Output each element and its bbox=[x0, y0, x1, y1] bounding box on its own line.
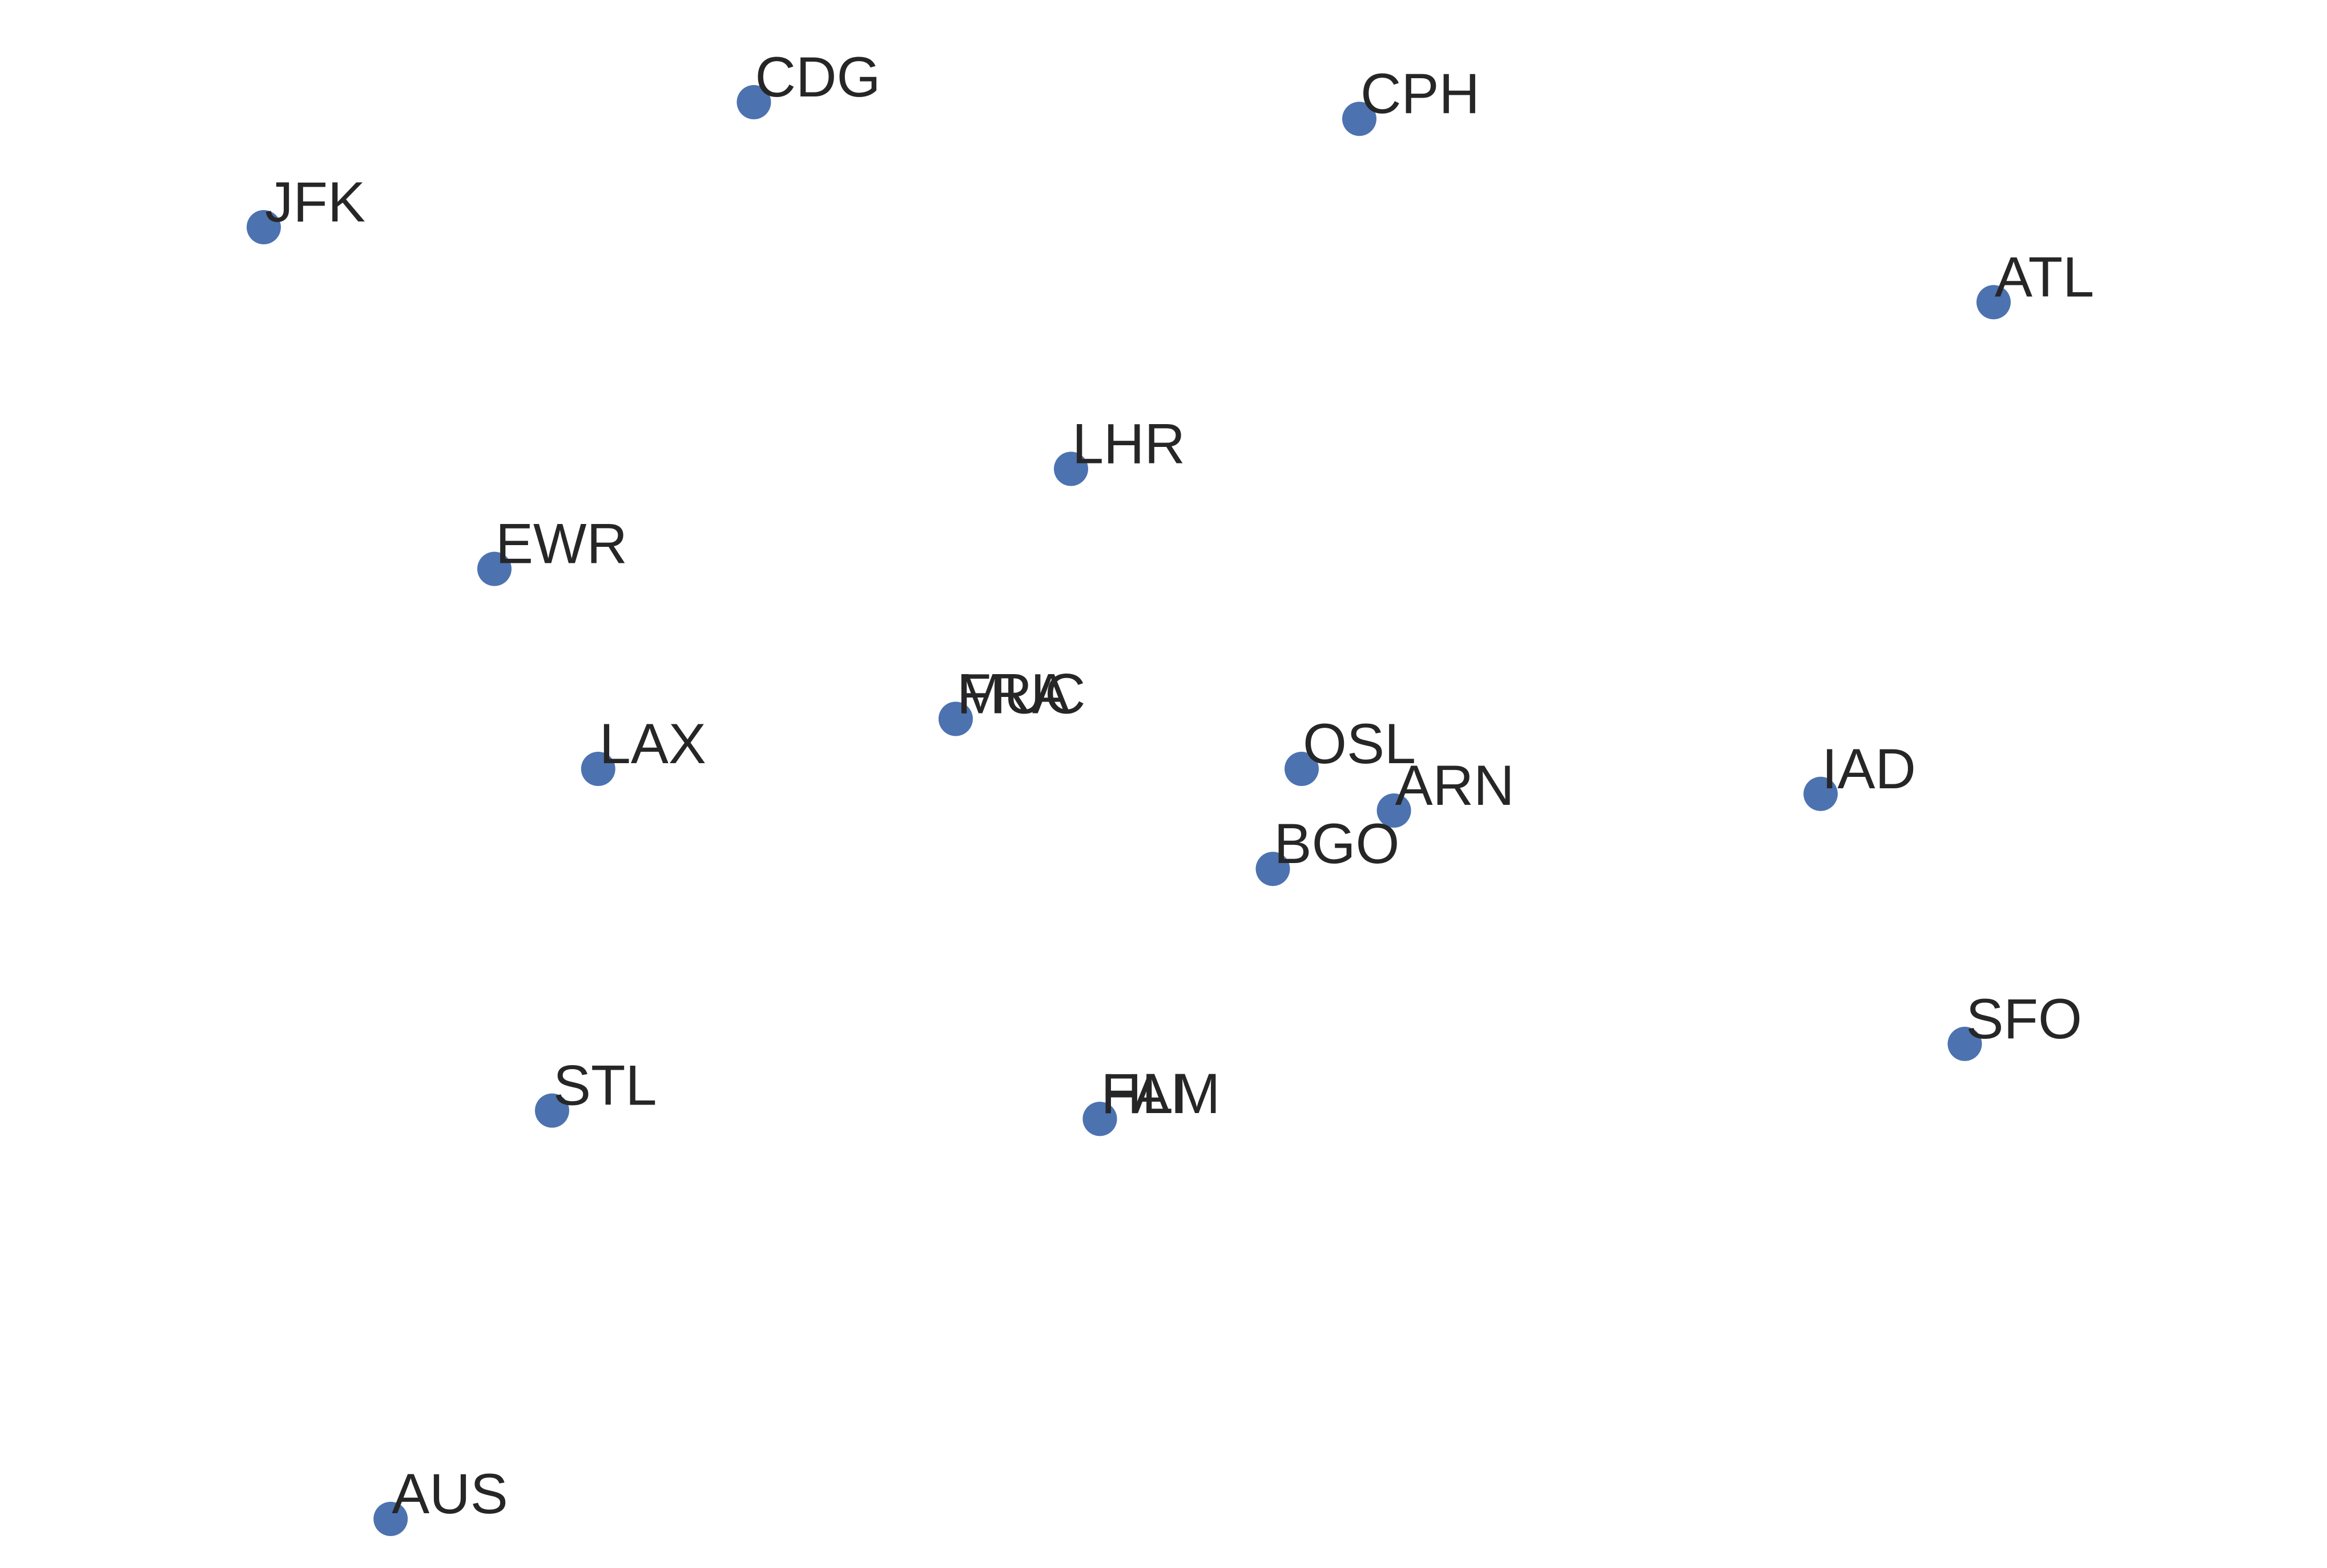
point-label-lhr: LHR bbox=[1072, 412, 1185, 475]
point-label-ewr: EWR bbox=[496, 512, 627, 575]
point-aus bbox=[373, 1502, 408, 1536]
point-atl bbox=[1976, 285, 2011, 320]
point-cdg bbox=[736, 85, 771, 119]
point-lax bbox=[581, 752, 615, 786]
point-osl bbox=[1285, 752, 1319, 786]
point-label-muc: MUC bbox=[957, 662, 1085, 725]
point-muc bbox=[939, 702, 973, 736]
point-label-lax: LAX bbox=[599, 712, 706, 775]
point-sfo bbox=[1947, 1026, 1982, 1061]
point-label-iad: IAD bbox=[1822, 737, 1916, 800]
point-label-bgo: BGO bbox=[1274, 812, 1400, 875]
point-stl bbox=[535, 1093, 569, 1128]
point-label-cdg: CDG bbox=[755, 45, 881, 108]
point-label-aus: AUS bbox=[392, 1462, 508, 1525]
point-bgo bbox=[1255, 852, 1290, 886]
point-label-sfo: SFO bbox=[1966, 987, 2083, 1050]
point-label-atl: ATL bbox=[1995, 245, 2094, 308]
point-label-fai: FAI bbox=[1101, 1062, 1186, 1125]
point-ewr bbox=[477, 551, 512, 586]
point-label-arn: ARN bbox=[1395, 753, 1515, 817]
point-label-hlm: HLM bbox=[1101, 1062, 1221, 1125]
point-label-osl: OSL bbox=[1303, 712, 1416, 775]
point-lhr bbox=[1054, 452, 1088, 486]
points-layer bbox=[247, 85, 2011, 1536]
point-label-cph: CPH bbox=[1360, 62, 1480, 125]
point-hlm bbox=[1082, 1102, 1117, 1136]
point-jfk bbox=[247, 210, 281, 244]
point-arn bbox=[1376, 793, 1411, 828]
point-iad bbox=[1803, 776, 1838, 811]
point-label-stl: STL bbox=[553, 1054, 657, 1117]
point-label-jfk: JFK bbox=[265, 170, 365, 233]
point-label-fra: FRA bbox=[957, 662, 1070, 725]
point-cph bbox=[1342, 102, 1376, 136]
